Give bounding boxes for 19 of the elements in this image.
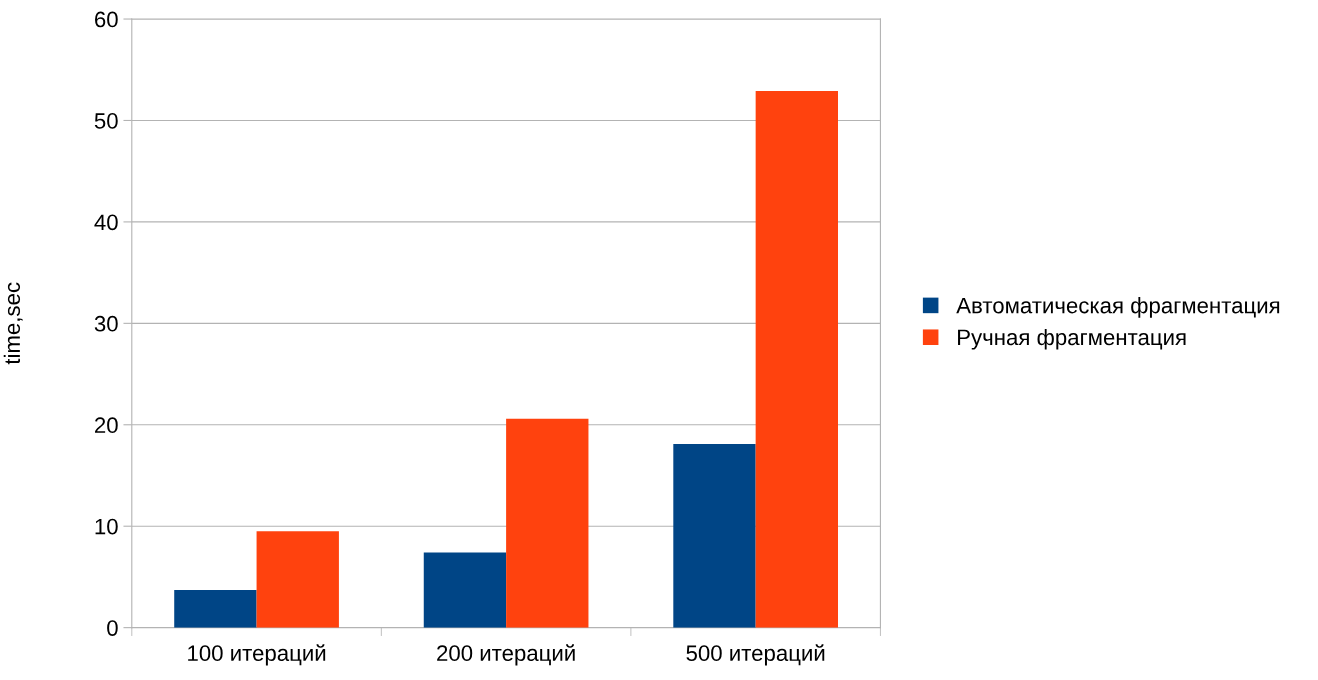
y-tick-label: 50 <box>94 113 118 129</box>
bar <box>673 444 756 628</box>
y-tick-label: 0 <box>107 620 118 636</box>
legend-label: Ручная фрагментация <box>958 328 1186 350</box>
legend-label: Автоматическая фрагментация <box>956 297 1280 318</box>
bar <box>755 91 838 628</box>
bar <box>256 531 339 628</box>
y-tick-label: 40 <box>94 214 118 231</box>
y-tick-label: 30 <box>94 315 118 332</box>
bar <box>174 590 257 628</box>
y-tick-label: 20 <box>95 417 118 434</box>
y-axis-title: time,sec <box>3 282 23 365</box>
x-tick-label: 500 итераций <box>686 644 825 666</box>
bar <box>506 418 589 628</box>
y-tick-label: 60 <box>95 11 118 28</box>
x-tick-label: 200 итераций <box>437 644 575 666</box>
bar <box>423 552 507 628</box>
x-tick-label: 100 итераций <box>188 644 326 666</box>
y-tick-label: 10 <box>95 518 118 535</box>
